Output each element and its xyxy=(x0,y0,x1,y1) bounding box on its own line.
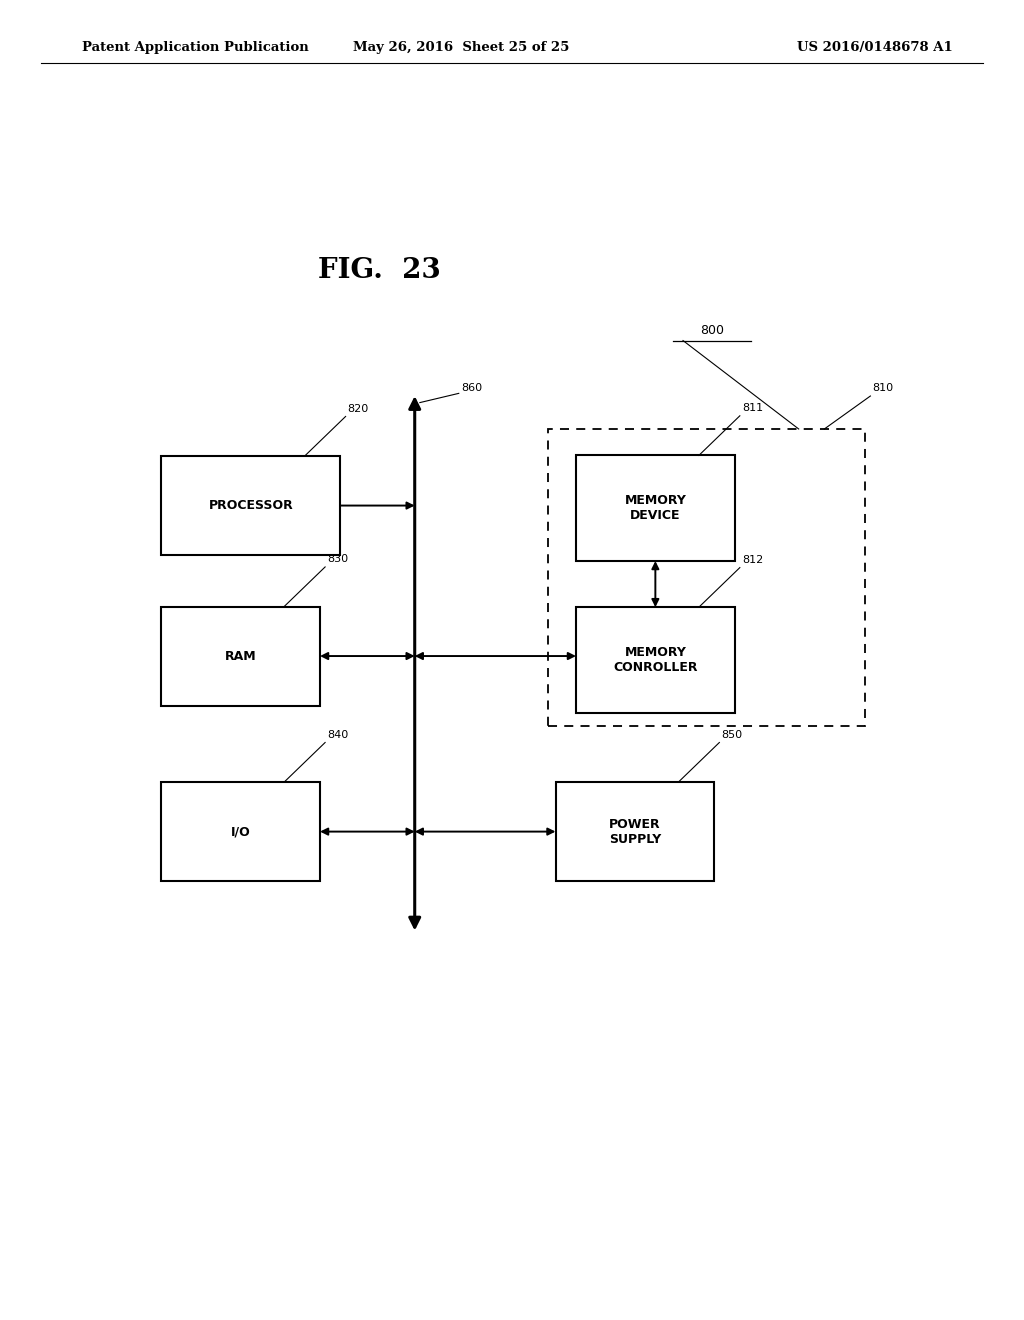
Text: 812: 812 xyxy=(741,554,763,565)
Bar xyxy=(548,429,865,726)
Text: RAM: RAM xyxy=(225,649,256,663)
Text: May 26, 2016  Sheet 25 of 25: May 26, 2016 Sheet 25 of 25 xyxy=(352,41,569,54)
Text: 800: 800 xyxy=(699,323,724,337)
Text: POWER
SUPPLY: POWER SUPPLY xyxy=(608,817,662,846)
Bar xyxy=(555,781,715,882)
Text: 840: 840 xyxy=(328,730,348,741)
Text: 860: 860 xyxy=(461,383,482,393)
Text: MEMORY
CONROLLER: MEMORY CONROLLER xyxy=(613,645,697,675)
Bar xyxy=(575,455,735,561)
Bar xyxy=(161,781,319,882)
Text: 811: 811 xyxy=(741,403,763,413)
Text: US 2016/0148678 A1: US 2016/0148678 A1 xyxy=(797,41,952,54)
Text: I/O: I/O xyxy=(230,825,251,838)
Text: FIG.  23: FIG. 23 xyxy=(317,257,440,284)
Text: Patent Application Publication: Patent Application Publication xyxy=(82,41,308,54)
Text: MEMORY
DEVICE: MEMORY DEVICE xyxy=(625,494,686,523)
Text: PROCESSOR: PROCESSOR xyxy=(209,499,293,512)
Text: 830: 830 xyxy=(328,554,348,565)
Text: 850: 850 xyxy=(721,730,742,741)
Text: 810: 810 xyxy=(872,383,894,393)
Bar xyxy=(162,455,340,554)
Bar xyxy=(575,607,735,713)
Text: 820: 820 xyxy=(348,404,369,414)
Bar xyxy=(161,607,319,705)
